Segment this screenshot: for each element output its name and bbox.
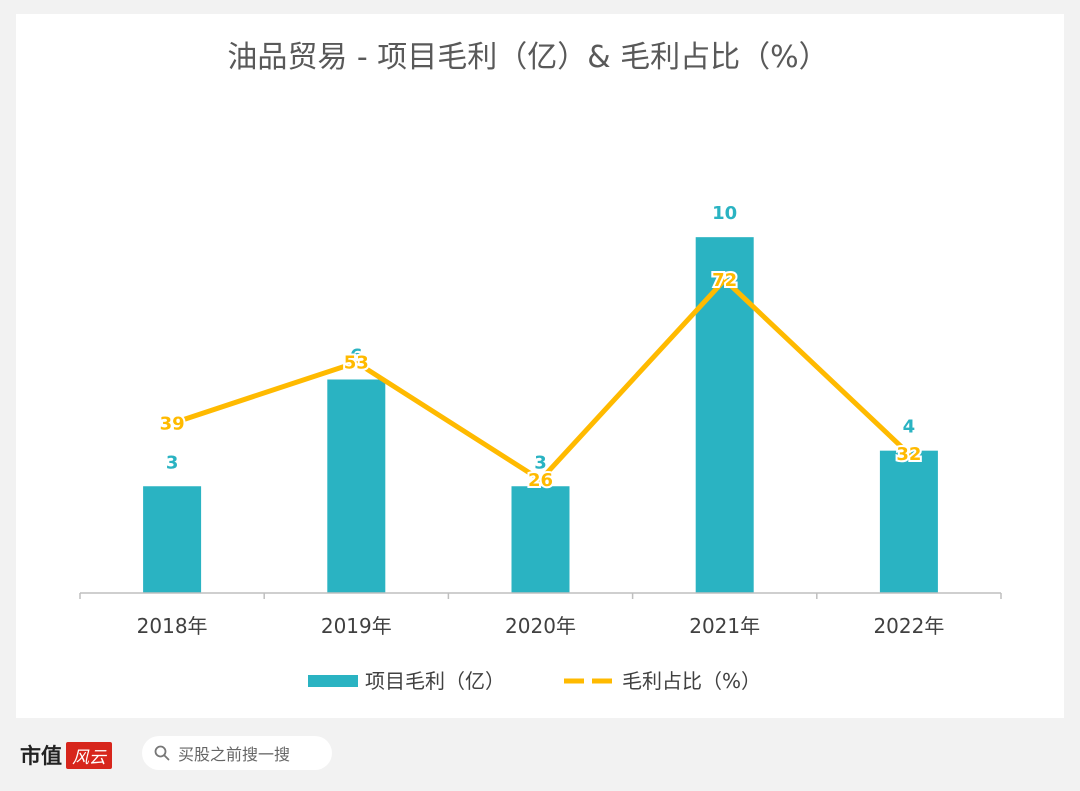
line-label-4: 32 [896, 444, 921, 465]
line-series [169, 277, 912, 483]
bar-label-3: 10 [712, 203, 737, 224]
x-tick-label-3: 2021年 [689, 614, 760, 638]
brand-logo: 风云 [66, 741, 112, 769]
x-tick-label-0: 2018年 [137, 614, 208, 638]
line-label-3: 72 [712, 270, 737, 291]
search-box[interactable]: 买股之前搜一搜 [142, 736, 332, 770]
bar-2 [511, 486, 570, 593]
x-tick-label-4: 2022年 [873, 614, 944, 638]
search-icon [154, 745, 170, 761]
search-text: 买股之前搜一搜 [178, 745, 291, 764]
bar-label-4: 4 [903, 417, 916, 438]
line-label-1: 53 [344, 352, 369, 373]
x-tick-label-1: 2019年 [321, 614, 392, 638]
legend-bar-label: 项目毛利（亿） [365, 669, 505, 693]
bar-label-2: 3 [534, 452, 547, 473]
chart-title: 油品贸易 - 项目毛利（亿）& 毛利占比（%） [227, 40, 828, 75]
x-tick-label-2: 2020年 [505, 614, 576, 638]
bar-label-0: 3 [166, 452, 179, 473]
legend-line-label: 毛利占比（%） [622, 669, 761, 693]
footer: 市值 风云 买股之前搜一搜 [0, 724, 1080, 791]
line-label-0: 39 [160, 413, 185, 434]
line-label-2: 26 [528, 470, 553, 491]
bar-1 [327, 379, 386, 593]
chart-card: 油品贸易 - 项目毛利（亿）& 毛利占比（%） 3 6 3 10 4 2018年 2019年 2… [16, 14, 1064, 718]
bar-0 [143, 486, 202, 593]
brand[interactable]: 市值 风云 [20, 738, 112, 772]
bar-4 [879, 450, 938, 593]
legend-bar-swatch [308, 675, 358, 687]
brand-name: 市值 [20, 743, 62, 768]
